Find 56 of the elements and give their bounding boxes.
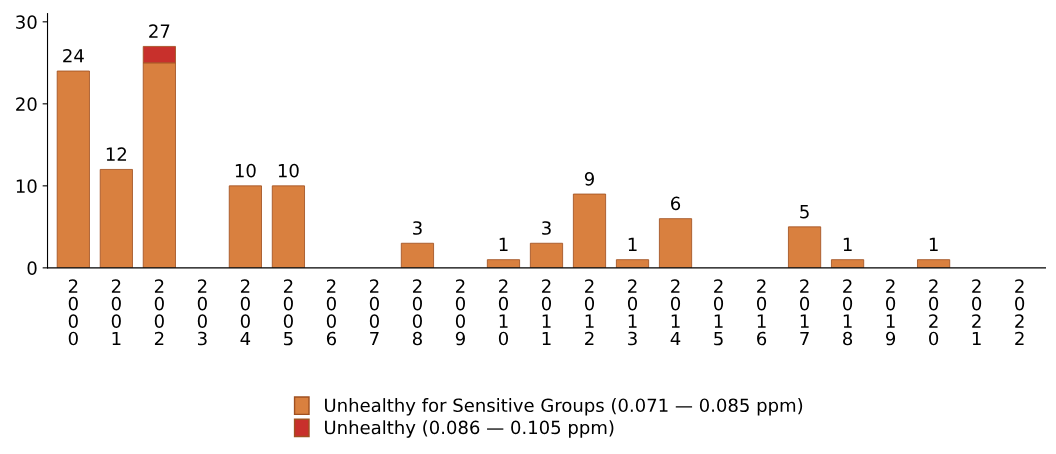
bar <box>572 193 607 268</box>
y-tick-label: 10 <box>16 179 37 193</box>
x-tick-label: 2018 <box>843 279 853 346</box>
bar <box>529 242 564 268</box>
x-tick-label: 2022 <box>1015 279 1025 346</box>
x-tick-label: 2004 <box>240 279 251 346</box>
x-tick-label: 2020 <box>929 279 939 346</box>
bar <box>99 169 133 268</box>
bar <box>788 226 822 268</box>
total-label: 6 <box>671 196 681 211</box>
x-tick-label: 2008 <box>412 279 422 346</box>
x-tick-label: 2013 <box>627 279 638 346</box>
total-label: 3 <box>542 221 551 235</box>
x-tick-label: 2011 <box>541 279 552 346</box>
bar <box>56 70 90 268</box>
total-label: 5 <box>800 205 809 219</box>
total-label: 1 <box>929 237 938 251</box>
total-label: 24 <box>63 48 84 63</box>
x-tick-label: 2014 <box>670 279 681 346</box>
total-label: 12 <box>106 147 127 161</box>
x-tick-label: 2016 <box>757 279 767 346</box>
bar <box>486 259 521 268</box>
total-label: 10 <box>278 163 299 178</box>
total-label: 27 <box>149 24 170 38</box>
legend-label: Unhealthy (0.086 — 0.105 ppm) <box>325 420 614 438</box>
x-tick-label: 2019 <box>885 279 896 346</box>
bar <box>400 242 434 268</box>
x-tick-label: 2015 <box>713 279 724 346</box>
total-label: 3 <box>413 221 422 235</box>
x-tick-label: 2007 <box>369 279 379 346</box>
x-tick-label: 2009 <box>455 279 465 346</box>
y-tick-label: 30 <box>16 15 37 29</box>
x-tick-label: 2003 <box>197 279 207 346</box>
x-tick-label: 2002 <box>154 279 164 346</box>
bar <box>228 185 262 268</box>
bar <box>271 185 305 268</box>
y-tick-label: 0 <box>27 261 37 275</box>
x-tick-label: 2000 <box>68 279 78 346</box>
bar <box>917 259 951 268</box>
total-label: 1 <box>499 237 508 251</box>
bar <box>615 259 650 268</box>
bar <box>658 218 693 268</box>
total-label: 1 <box>628 237 637 251</box>
x-tick-label: 2017 <box>800 279 810 346</box>
bar <box>831 259 865 268</box>
x-tick-label: 2001 <box>111 279 121 346</box>
legend-label: Unhealthy for Sensitive Groups (0.071 — 0.085 ppm) <box>325 398 803 416</box>
total-label: 9 <box>584 171 594 186</box>
total-label: 1 <box>843 237 852 251</box>
x-tick-label: 2021 <box>972 279 982 346</box>
y-tick-label: 20 <box>16 97 37 111</box>
x-tick-label: 2005 <box>283 279 293 346</box>
x-tick-label: 2010 <box>498 279 509 346</box>
total-label: 10 <box>235 163 256 178</box>
x-tick-label: 2006 <box>326 279 337 346</box>
x-tick-label: 2012 <box>584 279 595 346</box>
